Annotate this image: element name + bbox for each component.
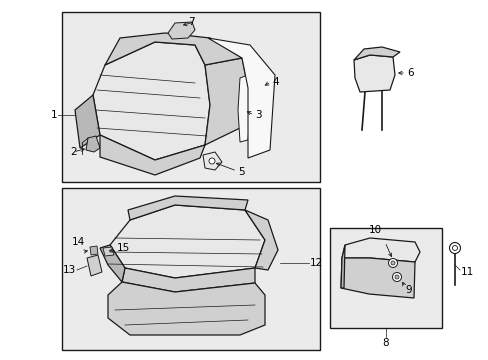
Text: 10: 10	[367, 225, 381, 235]
Polygon shape	[103, 247, 114, 256]
Circle shape	[394, 275, 398, 279]
Text: 5: 5	[238, 167, 244, 177]
Polygon shape	[353, 47, 399, 60]
Polygon shape	[341, 238, 419, 262]
Polygon shape	[100, 245, 125, 282]
Polygon shape	[168, 22, 195, 39]
Polygon shape	[128, 196, 247, 220]
Polygon shape	[353, 55, 394, 92]
Text: 9: 9	[404, 285, 411, 295]
Bar	[329, 228, 441, 328]
Polygon shape	[87, 255, 102, 276]
Text: 8: 8	[382, 338, 388, 348]
Polygon shape	[238, 75, 251, 142]
Bar	[62, 188, 319, 350]
Text: 13: 13	[62, 265, 76, 275]
Text: 12: 12	[309, 258, 323, 268]
Polygon shape	[105, 33, 242, 65]
Polygon shape	[86, 136, 100, 152]
Text: 1: 1	[50, 110, 57, 120]
Text: 2: 2	[70, 147, 77, 157]
Polygon shape	[340, 258, 414, 298]
Polygon shape	[90, 246, 98, 255]
Circle shape	[392, 273, 401, 282]
Bar	[62, 12, 319, 182]
Polygon shape	[340, 245, 345, 288]
Polygon shape	[207, 38, 274, 158]
Circle shape	[208, 158, 215, 164]
Text: 3: 3	[254, 110, 261, 120]
Polygon shape	[122, 268, 254, 292]
Text: 4: 4	[271, 77, 278, 87]
Polygon shape	[110, 205, 264, 278]
Polygon shape	[204, 58, 247, 145]
Circle shape	[448, 243, 460, 253]
Circle shape	[387, 258, 397, 267]
Text: 7: 7	[188, 17, 195, 27]
Circle shape	[451, 246, 457, 251]
Polygon shape	[100, 135, 204, 175]
Text: 14: 14	[71, 237, 84, 247]
Polygon shape	[203, 152, 222, 170]
Polygon shape	[93, 42, 209, 160]
Circle shape	[390, 261, 394, 265]
Polygon shape	[244, 210, 278, 270]
Polygon shape	[75, 95, 100, 148]
Text: 11: 11	[460, 267, 473, 277]
Text: 6: 6	[406, 68, 413, 78]
Text: 15: 15	[117, 243, 130, 253]
Polygon shape	[108, 282, 264, 335]
